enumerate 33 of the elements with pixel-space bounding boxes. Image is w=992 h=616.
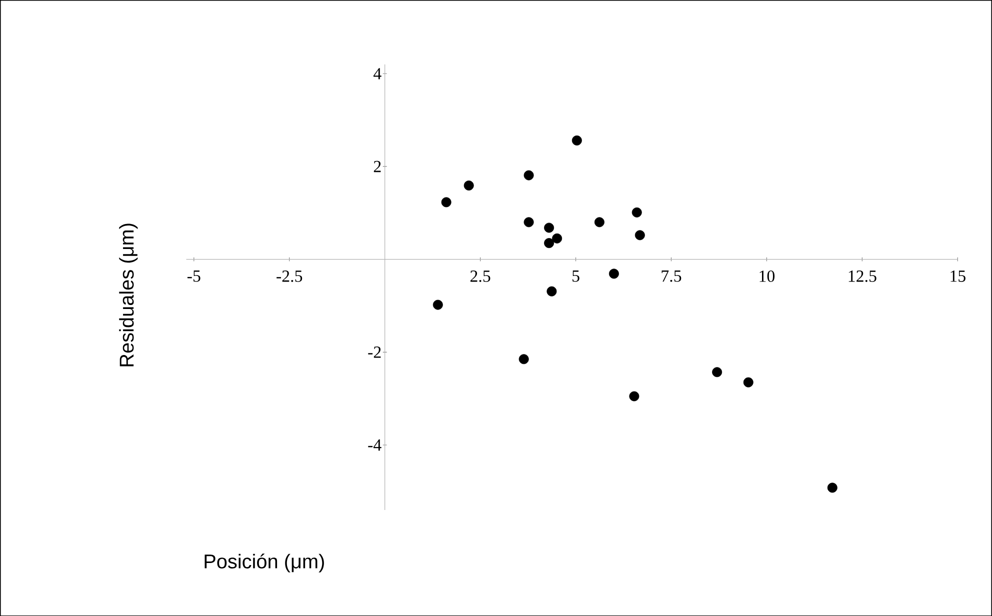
- point: [743, 377, 754, 388]
- point: [524, 170, 534, 180]
- y-axis-title: Residuales (μm): [119, 224, 138, 366]
- point: [552, 233, 562, 244]
- point: [544, 238, 554, 248]
- point: [432, 300, 443, 310]
- point: [634, 230, 645, 240]
- point: [572, 135, 582, 146]
- y-tick-label: -2: [368, 346, 381, 358]
- point: [464, 180, 474, 190]
- point: [712, 366, 722, 377]
- x-tick-label: 7.5: [662, 270, 682, 282]
- point: [608, 268, 619, 279]
- point: [629, 391, 640, 402]
- point: [441, 197, 452, 208]
- point: [544, 222, 554, 233]
- x-tick-label: 2.5: [470, 270, 490, 282]
- point: [518, 354, 529, 364]
- y-tick-label: -4: [368, 439, 382, 450]
- x-tick-label: 15: [950, 270, 966, 282]
- x-tick-label: 12.5: [848, 270, 876, 282]
- x-axis-title: Posición (μm): [204, 553, 324, 572]
- point: [594, 217, 604, 228]
- point: [524, 217, 534, 228]
- point: [546, 286, 557, 296]
- x-tick-label: 5: [572, 270, 580, 282]
- x-tick-label: -5: [187, 270, 200, 282]
- y-tick-label: 2: [374, 160, 381, 172]
- point: [827, 482, 838, 493]
- y-tick-label: 4: [373, 68, 382, 80]
- x-tick-label: 10: [760, 270, 775, 282]
- point: [632, 207, 642, 218]
- x-tick-label: -2.5: [276, 270, 302, 282]
